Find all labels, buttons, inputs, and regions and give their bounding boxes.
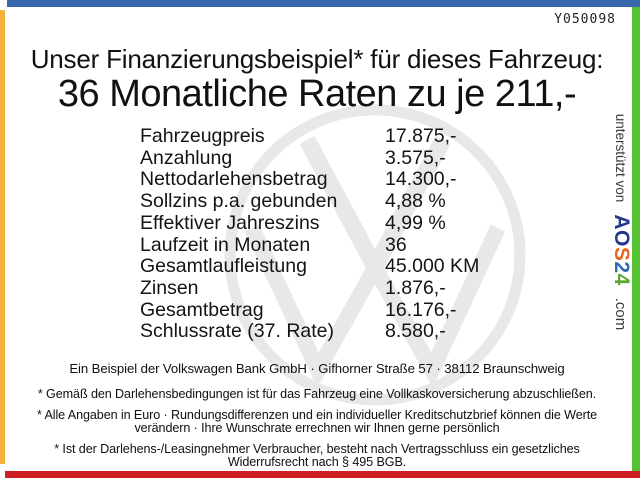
frame-top-bar [7,0,640,7]
finance-row-value: 3.575,- [385,146,446,169]
finance-row: Fahrzeugpreis 17.875,- [140,125,570,148]
frame-bottom-bar [5,471,640,478]
finance-row-value: 45.000 KM [385,255,480,278]
aos24-logo-letter: S [610,246,633,262]
bank-address-line: Ein Beispiel der Volkswagen Bank GmbH · … [69,361,565,376]
finance-row: Schlussrate (37. Rate) 8.580,- [140,321,570,343]
aos24-logo-letter: 4 [610,273,633,286]
finance-row-label: Sollzins p.a. gebunden [140,190,338,213]
finance-row-label: Laufzeit in Monaten [140,233,311,256]
finance-row: Gesamtbetrag 16.176,- [140,298,570,322]
finance-row-value: 4,88 % [385,190,446,213]
finance-row: Zinsen 1.876,- [140,276,570,300]
finance-row: Effektiver Jahreszins 4,99 % [140,211,570,235]
frame-right-bar [632,7,640,471]
finance-row: Sollzins p.a. gebunden 4,88 % [140,190,570,213]
rate-subtitle: 36 Monatliche Raten zu je 211,- [57,73,577,115]
finance-row-value: 8.580,- [385,320,446,343]
frame-left-bar [0,10,5,464]
finance-table: Fahrzeugpreis 17.875,- Anzahlung 3.575,- Net… [140,125,570,343]
finance-row-value: 17.875,- [385,125,457,147]
finance-row: Gesamtlaufleistung 45.000 KM [140,256,570,278]
page-title: Unser Finanzierungsbeispiel* für dieses … [30,44,604,74]
finance-row-label: Zinsen [140,276,199,299]
finance-row: Laufzeit in Monaten 36 [140,233,570,257]
aos24-domain-suffix: .com [612,297,630,331]
finance-row-value: 1.876,- [385,276,446,299]
finance-row: Nettodarlehensbetrag 14.300,- [140,169,570,191]
finance-row-value: 16.176,- [385,298,457,321]
finance-row-label: Fahrzeugpreis [140,125,265,147]
reference-code: Y050098 [554,12,616,27]
finance-row-label: Effektiver Jahreszins [140,211,320,234]
finance-row-value: 36 [385,233,407,256]
finance-row-label: Gesamtbetrag [140,298,264,321]
finance-row-label: Anzahlung [140,146,233,169]
finance-row: Anzahlung 3.575,- [140,146,570,170]
footnote: * Alle Angaben in Euro · Rundungsdiffere… [36,407,598,435]
aos24-logo-letter: O [610,229,633,247]
aos24-logo-letter: 2 [610,261,633,274]
finance-row-label: Nettodarlehensbetrag [140,168,328,191]
finance-row-value: 14.300,- [385,168,457,191]
footnote: * Gemäß den Darlehensbedingungen ist für… [37,387,597,401]
footnote: * Ist der Darlehens-/Leasingnehmer Verbr… [54,441,580,469]
finance-row-label: Schlussrate (37. Rate) [140,320,335,343]
finance-row-label: Gesamtlaufleistung [140,255,307,278]
supported-by-label: unterstützt von [613,113,629,203]
aos24-logo-letter: A [610,214,633,230]
footnotes: * Gemäß den Darlehensbedingungen ist für… [12,387,622,477]
finance-row-value: 4,99 % [385,211,446,234]
